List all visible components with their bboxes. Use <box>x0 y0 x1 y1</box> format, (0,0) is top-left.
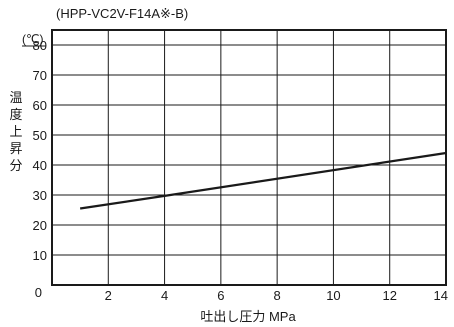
x-tick-label: 12 <box>382 288 396 303</box>
x-tick-label: 4 <box>161 288 168 303</box>
chart-title: (HPP-VC2V-F14A※-B) <box>56 6 188 21</box>
y-tick-label: 60 <box>33 98 47 113</box>
grid <box>52 30 447 285</box>
y-tick-label: 80 <box>33 38 47 53</box>
y-tick-label: 30 <box>33 188 47 203</box>
x-tick-label: 10 <box>326 288 340 303</box>
origin-tick-label: 0 <box>35 285 42 300</box>
plot-frame <box>51 29 447 286</box>
x-tick-label: 14 <box>434 288 448 303</box>
y-tick-label: 40 <box>33 158 47 173</box>
series <box>79 151 447 210</box>
x-tick-label: 8 <box>274 288 281 303</box>
y-tick-label: 50 <box>33 128 47 143</box>
y-label-char: 度 <box>9 107 22 122</box>
y-tick-label: 10 <box>33 248 47 263</box>
y-label-char: 上 <box>9 124 22 139</box>
y-tick-label: 70 <box>33 68 47 83</box>
series-line <box>79 151 447 210</box>
y-label-char: 温 <box>9 90 22 105</box>
y-label-char: 分 <box>9 158 22 173</box>
x-tick-label: 2 <box>105 288 112 303</box>
x-axis-label: 吐出し圧力 MPa <box>200 309 296 324</box>
y-unit-label: (℃) <box>22 32 43 46</box>
x-tick-label: 6 <box>217 288 224 303</box>
x-tick-labels: 2 4 6 8 10 12 14 <box>105 288 448 303</box>
y-label-char: 昇 <box>9 141 22 156</box>
y-tick-label: 20 <box>33 218 47 233</box>
y-tick-labels: 10 20 30 40 50 60 70 80 <box>33 38 47 263</box>
